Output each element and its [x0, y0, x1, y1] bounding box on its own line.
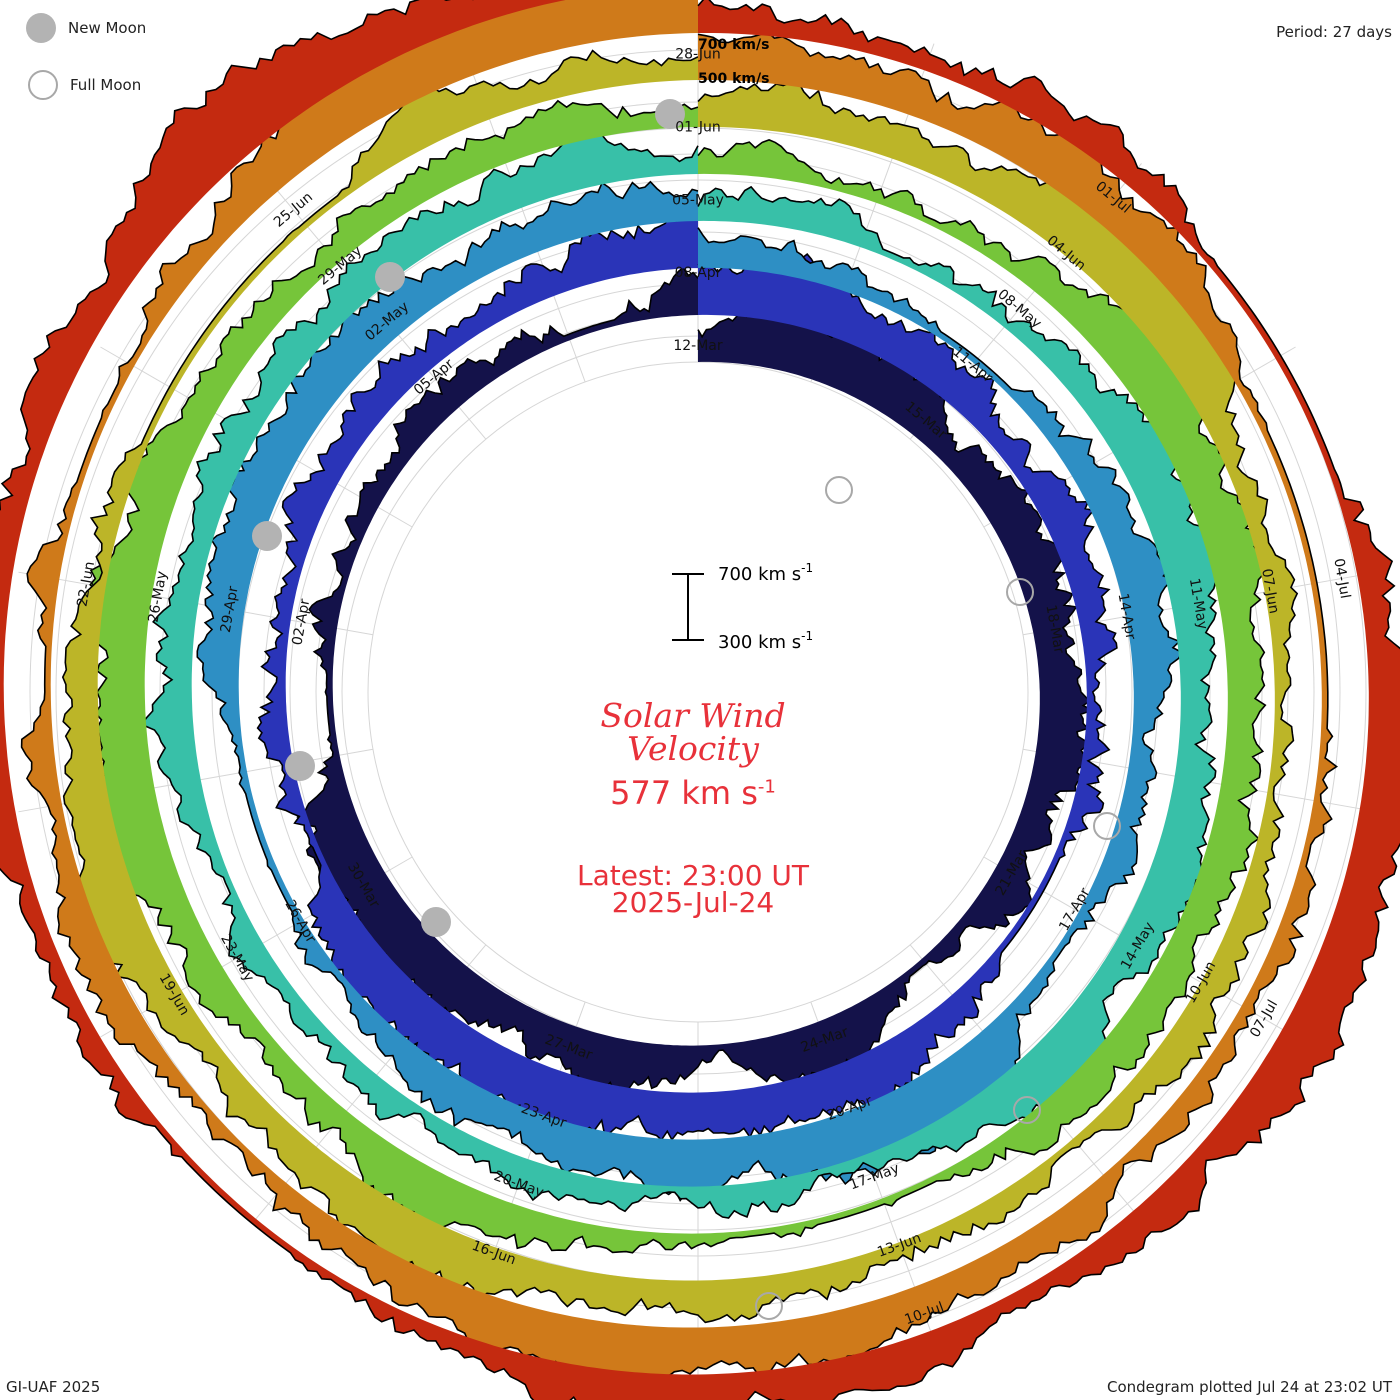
- current-speed: 577 km s-1: [493, 774, 893, 812]
- speed-trace: [256, 208, 1118, 1142]
- new-moon-marker: [655, 99, 685, 129]
- date-label: 05-May: [672, 192, 724, 208]
- current-speed-exp: -1: [757, 776, 776, 798]
- period-label: Period: 27 days: [1276, 23, 1392, 41]
- grid-ring: [367, 361, 1029, 1023]
- date-label: 07-Jun: [1258, 567, 1282, 615]
- date-label: 28-Jun: [675, 47, 721, 63]
- date-label: 04-Jul: [1330, 557, 1353, 600]
- full-moon-marker: [1013, 1096, 1041, 1124]
- outer-scale-high: 700 km/s: [698, 37, 769, 53]
- current-speed-value: 577 km s: [610, 774, 758, 812]
- scale-bar-high: 700 km s: [718, 564, 801, 585]
- center-title-line2: Velocity: [627, 729, 759, 768]
- footer-plotted: Condegram plotted Jul 24 at 23:02 UT: [1106, 1378, 1392, 1396]
- legend-new-moon: New Moon: [26, 13, 146, 43]
- date-label: 12-Mar: [673, 338, 723, 354]
- outer-scale-low: 500 km/s: [698, 71, 769, 87]
- center-title-line1: Solar Wind: [600, 696, 786, 735]
- new-moon-icon: [26, 13, 56, 43]
- moon-markers: [252, 99, 1121, 1320]
- legend-full-moon: Full Moon: [28, 70, 141, 100]
- latest-date: 2025-Jul-24: [611, 886, 775, 919]
- full-moon-label: Full Moon: [70, 76, 142, 94]
- svg-text:700 km s-1: 700 km s-1: [718, 561, 813, 585]
- latest-time: Latest: 23:00 UT: [576, 859, 810, 892]
- full-moon-marker: [1093, 812, 1121, 840]
- date-label: 08-Apr: [675, 265, 722, 281]
- scale-bar-low-exp: -1: [801, 629, 813, 643]
- footer-credit: GI-UAF 2025: [6, 1378, 101, 1396]
- full-moon-icon: [28, 70, 58, 100]
- scale-bar-high-exp: -1: [801, 561, 813, 575]
- scale-bar-low: 300 km s: [718, 632, 801, 653]
- full-moon-marker: [825, 476, 853, 504]
- speed-trace: [296, 266, 1094, 1100]
- new-moon-marker: [252, 521, 282, 551]
- new-moon-label: New Moon: [68, 19, 147, 37]
- date-label: 22-Jun: [74, 560, 98, 608]
- full-moon-marker: [755, 1292, 783, 1320]
- new-moon-marker: [285, 751, 315, 781]
- new-moon-marker: [421, 907, 451, 937]
- svg-text:300 km s-1: 300 km s-1: [718, 629, 813, 653]
- full-moon-marker: [1006, 578, 1034, 606]
- date-label: 01-Jun: [675, 119, 721, 135]
- scale-bar: 700 km s-1 300 km s-1: [672, 561, 813, 653]
- new-moon-marker: [375, 262, 405, 292]
- speed-trace: [20, 0, 1338, 1390]
- speed-trace: [61, 49, 1299, 1324]
